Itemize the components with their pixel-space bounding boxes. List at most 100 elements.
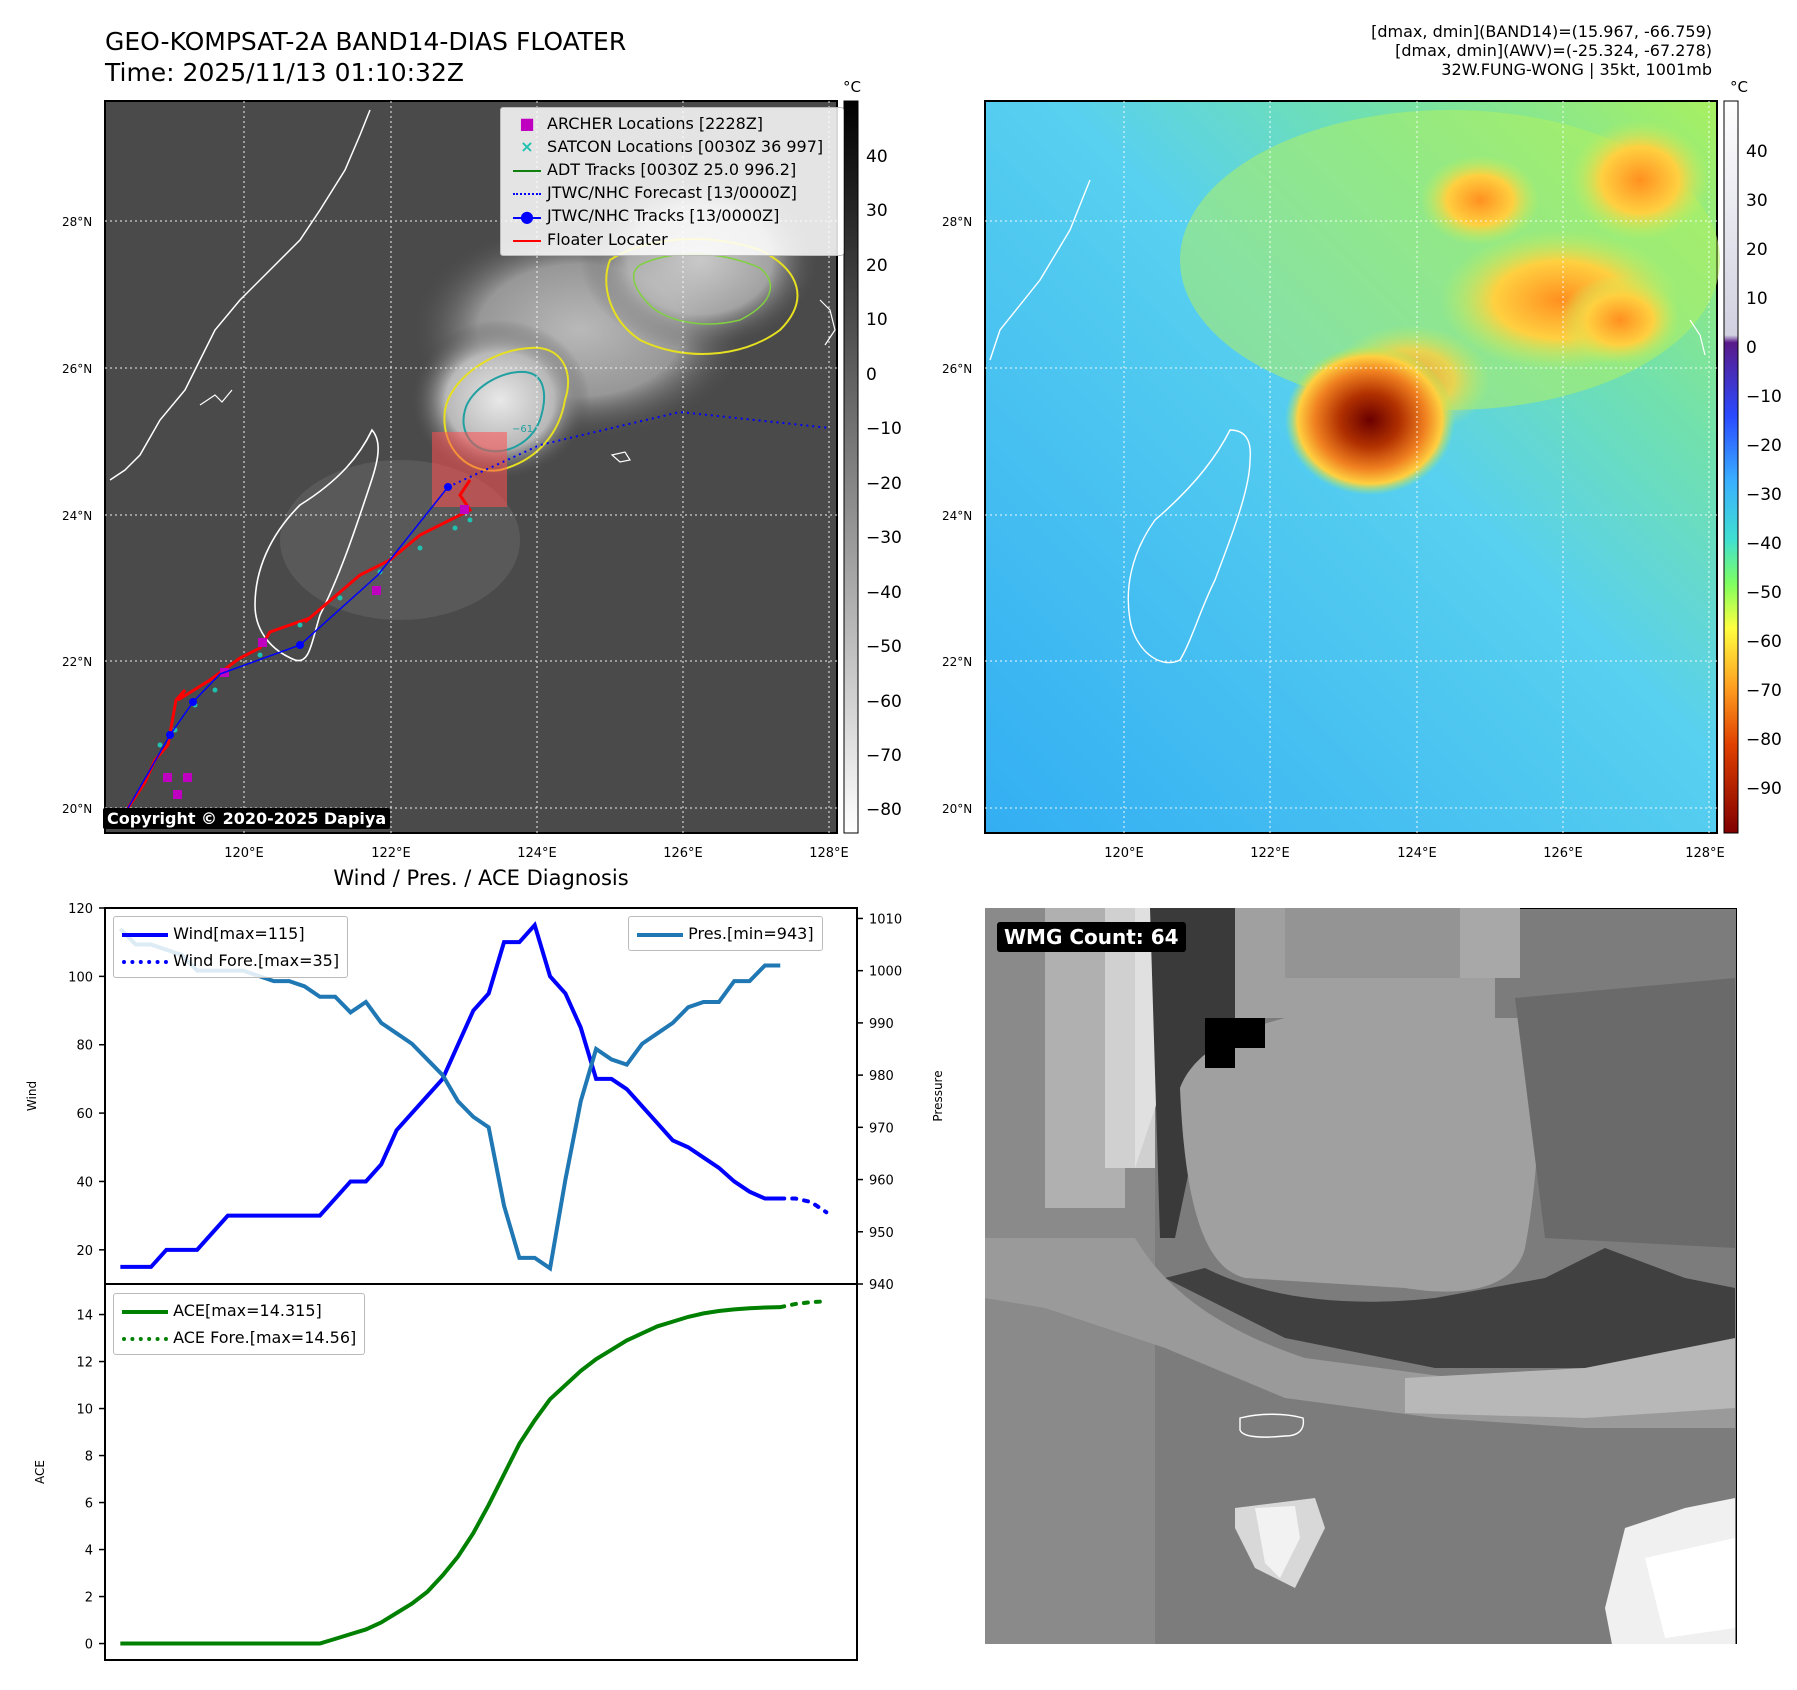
legend-adt: ADT Tracks [0030Z 25.0 996.2] <box>507 158 837 181</box>
wind-series-line <box>120 921 781 1269</box>
left-lon-124: 124°E <box>517 846 557 861</box>
archer-square-icon: ■ <box>519 114 535 133</box>
left-lat-24: 24°N <box>62 509 92 523</box>
left-map-legend: ■ ARCHER Locations [2228Z] × SATCON Locati… <box>500 107 844 256</box>
right-lon-126: 126°E <box>1543 846 1583 861</box>
right-lon-122: 122°E <box>1250 846 1290 861</box>
pres-tick-label: 1000 <box>869 965 902 980</box>
left-lat-20: 20°N <box>62 802 92 816</box>
svg-text:30: 30 <box>866 201 888 221</box>
wind-tick-label: 20 <box>76 1244 93 1259</box>
dotted-line-icon <box>507 192 547 195</box>
right-lon-120: 120°E <box>1104 846 1144 861</box>
wind-fore-legend-item: Wind Fore.[max=35] <box>122 947 339 974</box>
svg-text:−20: −20 <box>1746 436 1782 456</box>
right-colorbar <box>1723 100 1739 834</box>
right-colorbar-unit: °C <box>1730 78 1748 96</box>
satcon-x-icon: × <box>520 137 534 156</box>
pres-tick-label: 970 <box>869 1121 894 1136</box>
wind-legend-item: Wind[max=115] <box>122 920 339 947</box>
left-lat-26: 26°N <box>62 362 92 376</box>
right-lat-22: 22°N <box>942 655 972 669</box>
svg-text:20: 20 <box>866 256 888 276</box>
info-block: [dmax, dmin](BAND14)=(15.967, -66.759) [… <box>1371 22 1712 79</box>
wind-line-icon <box>122 932 168 937</box>
ace-legend-item: ACE[max=14.315] <box>122 1297 356 1324</box>
left-colorbar <box>843 100 859 834</box>
floater-box <box>432 432 507 507</box>
contour-label: −61 <box>512 424 533 435</box>
svg-text:0: 0 <box>866 365 877 385</box>
wind-y-ticks: 20 40 60 80 100 120 <box>68 902 105 1259</box>
svg-text:−50: −50 <box>866 637 902 657</box>
red-line-icon <box>507 239 547 242</box>
legend-jtwc-forecast: JTWC/NHC Forecast [13/0000Z] <box>507 181 837 204</box>
left-colorbar-unit: °C <box>843 78 861 96</box>
left-lon-126: 126°E <box>663 846 703 861</box>
left-map-svg: −61 28°N <box>62 78 1782 861</box>
wmg-panel <box>985 908 1737 1660</box>
pres-tick-label: 990 <box>869 1017 894 1032</box>
right-lat-24: 24°N <box>942 509 972 523</box>
ace-plot-frame <box>104 1283 858 1661</box>
left-lon-122: 122°E <box>371 846 411 861</box>
svg-text:−30: −30 <box>866 528 902 548</box>
floater-track <box>126 479 473 809</box>
svg-text:−40: −40 <box>866 583 902 603</box>
svg-text:0: 0 <box>1746 338 1757 358</box>
pres-legend-item: Pres.[min=943] <box>637 920 814 947</box>
pres-line-icon <box>637 932 683 937</box>
diagnosis-title: Wind / Pres. / ACE Diagnosis <box>333 866 629 890</box>
pres-tick-label: 940 <box>869 1278 894 1293</box>
wind-tick-label: 120 <box>68 902 93 917</box>
wind-forecast-line <box>778 1196 829 1215</box>
wmg-count-badge: WMG Count: 64 <box>997 922 1186 952</box>
pres-tick-label: 960 <box>869 1174 894 1189</box>
wmg-island-outline <box>1239 1413 1305 1438</box>
svg-text:−20: −20 <box>866 474 902 494</box>
right-map-grid <box>985 101 1717 833</box>
copyright-badge: Copyright © 2020-2025 Dapiya <box>103 808 391 829</box>
svg-text:−10: −10 <box>1746 387 1782 407</box>
ace-forecast-line <box>778 1299 829 1310</box>
svg-text:−60: −60 <box>1746 632 1782 652</box>
left-lat-22: 22°N <box>62 655 92 669</box>
svg-text:40: 40 <box>1746 142 1768 162</box>
storm-core <box>1285 345 1455 495</box>
pressure-axis-label: Pressure <box>931 1070 945 1121</box>
pres-legend: Pres.[min=943] <box>628 916 823 951</box>
pres-tick-label: 1010 <box>869 912 902 927</box>
ace-tick-label: 8 <box>85 1450 93 1465</box>
title-line-1: GEO-KOMPSAT-2A BAND14-DIAS FLOATER <box>105 27 627 56</box>
wind-tick-label: 60 <box>76 1107 93 1122</box>
legend-satcon: × SATCON Locations [0030Z 36 997] <box>507 135 837 158</box>
info-line-2: [dmax, dmin](AWV)=(-25.324, -67.278) <box>1395 41 1712 60</box>
right-lat-28: 28°N <box>942 215 972 229</box>
pres-tick-label: 980 <box>869 1069 894 1084</box>
ace-fore-legend-item: ACE Fore.[max=14.56] <box>122 1324 356 1351</box>
svg-text:−40: −40 <box>1746 534 1782 554</box>
svg-text:10: 10 <box>866 310 888 330</box>
svg-text:10: 10 <box>1746 289 1768 309</box>
ace-tick-label: 2 <box>85 1591 93 1606</box>
ace-line-icon <box>122 1309 168 1314</box>
info-line-1: [dmax, dmin](BAND14)=(15.967, -66.759) <box>1371 22 1712 41</box>
ace-tick-label: 14 <box>76 1309 93 1324</box>
svg-text:20: 20 <box>1746 240 1768 260</box>
legend-archer: ■ ARCHER Locations [2228Z] <box>507 112 837 135</box>
ace-tick-label: 4 <box>85 1544 93 1559</box>
wind-tick-label: 100 <box>68 970 93 985</box>
svg-text:−80: −80 <box>866 800 902 820</box>
svg-text:−60: −60 <box>866 692 902 712</box>
wind-tick-label: 40 <box>76 1175 93 1190</box>
ace-tick-label: 12 <box>76 1356 93 1371</box>
ace-tick-label: 10 <box>76 1403 93 1418</box>
ace-legend: ACE[max=14.315] ACE Fore.[max=14.56] <box>113 1293 366 1355</box>
jtwc-track <box>127 486 449 809</box>
ace-y-ticks: 0 2 4 6 8 10 12 14 <box>76 1309 105 1653</box>
wind-tick-label: 80 <box>76 1039 93 1054</box>
legend-floater: Floater Locater <box>507 228 837 251</box>
ace-fore-dotted-icon <box>122 1336 168 1341</box>
right-colorbar-ticks: 40 30 20 10 0 −10 −20 −30 −40 −50 −60 −7… <box>1746 142 1782 799</box>
